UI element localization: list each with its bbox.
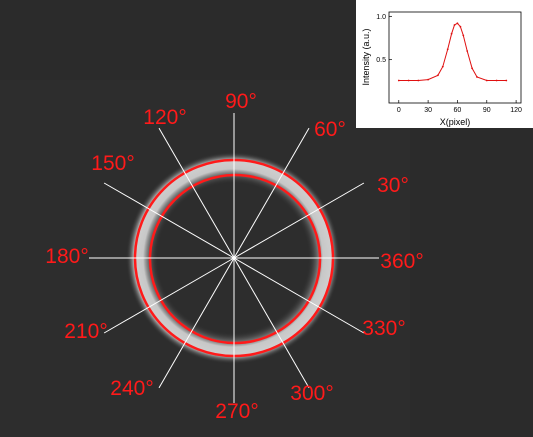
intensity-profile-inset: 0 30 60 90 120 0.5 1.0 X(pixel) Intensity (a.u… — [356, 0, 533, 128]
angle-label-150: 150° — [91, 152, 134, 175]
spoke-240 — [158, 257, 235, 389]
angle-label-210: 210° — [64, 320, 107, 343]
inset-fit-line — [398, 22, 507, 81]
angle-label-330: 330° — [362, 317, 405, 340]
inset-xtick-label: 60 — [454, 107, 462, 114]
angle-label-240: 240° — [110, 377, 153, 400]
angle-label-30: 30° — [377, 174, 409, 197]
angle-label-90: 90° — [225, 90, 257, 113]
inset-xtick-label: 30 — [424, 107, 432, 114]
inset-ytick-label: 0.5 — [376, 57, 386, 64]
inset-xtick-label: 120 — [510, 107, 522, 114]
inset-ytick-label: 1.0 — [376, 14, 386, 21]
inset-xtick-label: 90 — [483, 107, 491, 114]
spoke-150 — [103, 182, 235, 259]
inset-ticks: 0 30 60 90 120 0.5 1.0 — [376, 14, 522, 114]
spoke-210 — [103, 257, 235, 334]
spoke-330 — [233, 257, 365, 334]
spoke-30 — [233, 182, 365, 259]
angle-labels: 0°30°60°90°120°150°180°210°240°270°300°3… — [45, 90, 423, 423]
angle-label-300: 300° — [290, 382, 333, 405]
angle-spokes — [89, 113, 379, 403]
spoke-60 — [233, 127, 310, 259]
angle-label-120: 120° — [143, 106, 186, 129]
angle-label-180: 180° — [45, 245, 88, 268]
angle-label-270: 270° — [215, 400, 258, 423]
inset-xtick-label: 0 — [397, 107, 401, 114]
inset-xlabel: X(pixel) — [440, 117, 471, 127]
spoke-120 — [158, 127, 235, 259]
spoke-300 — [233, 257, 310, 389]
angle-label-60: 60° — [314, 118, 346, 141]
inset-ylabel: Intensity (a.u.) — [361, 28, 371, 85]
angle-label-360: 360° — [380, 250, 423, 273]
inset-plot-area — [388, 11, 522, 104]
inner-ring-marker — [148, 173, 322, 345]
